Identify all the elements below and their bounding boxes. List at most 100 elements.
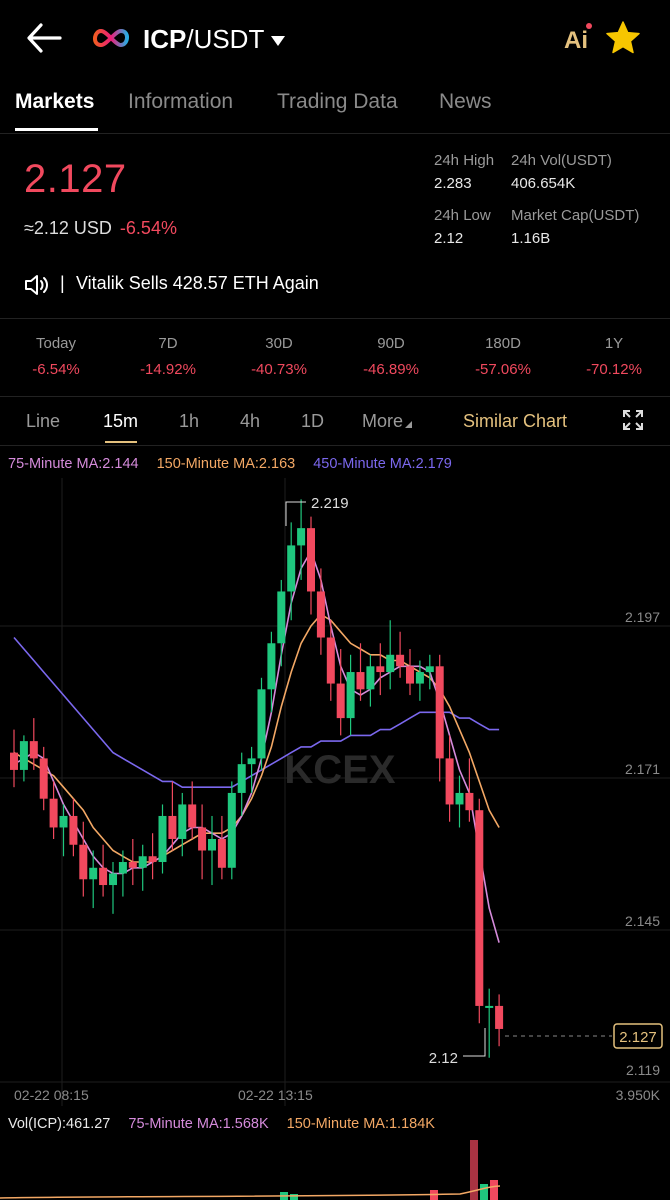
perf-30d: 30D -40.73% <box>224 335 334 378</box>
candle-body <box>415 672 424 684</box>
ma75-polyline <box>13 549 500 943</box>
timeframe-bar: Line 15m 1h 4h 1D More Similar Chart <box>0 396 670 446</box>
candle-body <box>178 804 187 839</box>
perf-value: -46.89% <box>363 361 419 378</box>
tf-line[interactable]: Line <box>26 411 61 431</box>
perf-label: 90D <box>377 335 405 352</box>
candle-body <box>485 1005 494 1008</box>
candle-body <box>445 758 454 805</box>
volume-ma75: 75-Minute MA:1.568K <box>128 1116 269 1132</box>
chart-grid <box>0 478 670 1106</box>
candle-body <box>257 689 266 759</box>
candle-body <box>109 873 117 886</box>
time-tick: 02-22 08:15 <box>14 1087 89 1103</box>
high-marker-label: 2.219 <box>311 495 349 512</box>
tab-news[interactable]: News <box>439 90 492 113</box>
candle-body <box>19 741 28 770</box>
candle-body <box>227 792 236 868</box>
price-tick: 2.145 <box>625 913 660 929</box>
candle-body <box>29 741 38 759</box>
speaker-icon <box>25 275 48 295</box>
tf-15m[interactable]: 15m <box>103 411 139 431</box>
candle-body <box>455 792 464 805</box>
low-marker-label: 2.12 <box>429 1050 458 1067</box>
active-tab-indicator <box>15 128 98 131</box>
volume-chart <box>0 1140 501 1200</box>
tf-1d[interactable]: 1D <box>301 411 325 431</box>
candle-body <box>425 666 434 673</box>
perf-7d: 7D -14.92% <box>113 335 223 378</box>
candle-body <box>10 752 18 770</box>
candle-body <box>475 810 484 1006</box>
ai-assistant-icon[interactable]: Ai <box>563 22 595 54</box>
volume-bar <box>470 1140 478 1200</box>
candle-body <box>277 591 286 644</box>
candle-body <box>326 637 335 684</box>
fullscreen-icon[interactable] <box>622 409 644 431</box>
pair-selector[interactable]: ICP/USDT <box>143 22 264 56</box>
candlestick-chart[interactable]: KCEX 2.197 2.171 2.145 2.119 02-22 08:15… <box>0 478 670 1106</box>
candle-body <box>79 844 88 880</box>
price-tick: 2.171 <box>625 761 660 777</box>
candle-body <box>59 815 68 828</box>
perf-value: -57.06% <box>475 361 531 378</box>
tf-1h[interactable]: 1h <box>179 411 200 431</box>
news-headline: Vitalik Sells 428.57 ETH Again <box>76 273 319 293</box>
ma150-polyline <box>13 613 500 863</box>
tab-trading-data[interactable]: Trading Data <box>277 90 398 113</box>
perf-label: 30D <box>265 335 293 352</box>
perf-value: -14.92% <box>140 361 196 378</box>
usd-price-row: ≈2.12 USD -6.54% <box>24 218 177 239</box>
pair-quote: /USDT <box>186 24 265 54</box>
volume-ma-line <box>0 1185 501 1199</box>
pair-base: ICP <box>143 24 187 54</box>
usd-value: ≈2.12 USD <box>24 218 112 238</box>
ma150-line <box>13 613 500 863</box>
back-arrow-icon[interactable] <box>24 20 64 56</box>
candle-body <box>39 758 48 799</box>
high-label: 24h High <box>434 152 495 169</box>
news-ticker[interactable]: | Vitalik Sells 428.57 ETH Again <box>24 270 644 300</box>
price-tick: 2.197 <box>625 609 660 625</box>
market-cap-label: Market Cap(USDT) <box>511 207 640 224</box>
similar-chart-button[interactable]: Similar Chart <box>463 411 568 431</box>
perf-value: -6.54% <box>32 361 80 378</box>
ma450-line <box>13 636 500 789</box>
volume-current: Vol(ICP):461.27 <box>8 1116 111 1132</box>
volume-legend: Vol(ICP):461.27 75-Minute MA:1.568K 150-Mi… <box>8 1116 435 1132</box>
candle-body <box>49 798 58 828</box>
ma75-label: 75-Minute MA:2.144 <box>8 456 139 472</box>
candle-body <box>346 672 355 719</box>
low-label: 24h Low <box>434 207 491 224</box>
candle-body <box>217 838 226 868</box>
candle-body <box>356 672 365 690</box>
candle-body <box>89 867 98 880</box>
volume-value: 406.654K <box>511 175 576 192</box>
candle-body <box>287 545 296 592</box>
perf-90d: 90D -46.89% <box>336 335 446 378</box>
perf-1y: 1Y -70.12% <box>559 335 669 378</box>
dropdown-caret-icon[interactable] <box>270 35 286 47</box>
perf-value: -70.12% <box>586 361 642 378</box>
tab-markets[interactable]: Markets <box>15 90 95 113</box>
tf-more[interactable]: More <box>362 411 413 432</box>
candle-body <box>128 862 137 868</box>
candle-body <box>99 867 108 886</box>
svg-text:Ai: Ai <box>564 27 588 54</box>
ma75-line <box>13 549 500 943</box>
main-tabs: Markets Information Trading Data News <box>0 78 670 134</box>
divider <box>0 318 670 319</box>
volume-bar <box>290 1194 298 1200</box>
ma150-label: 150-Minute MA:2.163 <box>156 456 296 472</box>
ma-legend: 75-Minute MA:2.144 150-Minute MA:2.163 450… <box>8 456 452 472</box>
change-percent: -6.54% <box>119 218 177 238</box>
favorite-star-icon[interactable] <box>605 20 641 56</box>
tf-4h[interactable]: 4h <box>240 411 261 431</box>
last-price-tag <box>613 1023 663 1049</box>
tab-information[interactable]: Information <box>128 90 234 113</box>
candle-body <box>118 862 127 874</box>
candle-body <box>366 666 375 690</box>
ma450-polyline <box>13 636 500 789</box>
candle-body <box>316 591 325 638</box>
candle-body <box>465 792 474 811</box>
